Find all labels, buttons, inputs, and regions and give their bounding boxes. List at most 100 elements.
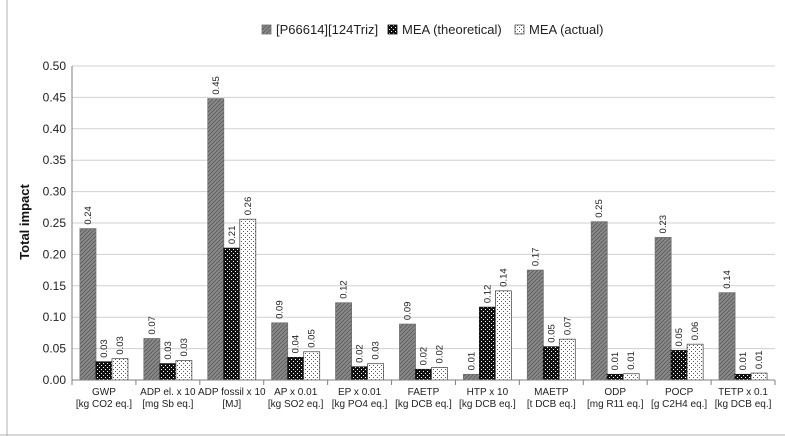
bar-mea-theoretical-2 [223,247,241,381]
data-label: 0.05 [546,324,557,343]
bar-mea-actual-7 [558,338,576,381]
bar-mea-actual-0 [111,358,129,381]
bar-mea-theoretical-7 [542,346,560,381]
bar-mea-theoretical-5 [415,368,432,381]
data-label: 0.09 [403,302,414,321]
data-label: 0.25 [594,199,605,218]
y-tick-label: 0.00 [43,373,67,387]
bar-p66614-124triz-5 [399,323,416,381]
data-label: 0.14 [498,268,509,286]
y-tick-label: 0.40 [43,122,67,136]
bar-mea-theoretical-9 [670,350,688,381]
y-tick-label: 0.45 [43,90,67,104]
x-tick-label: [kg DCB eq.] [395,399,452,410]
y-tick-label: 0.10 [43,310,67,324]
bar-p66614-124triz-0 [79,228,97,381]
bar-p66614-124triz-6 [463,373,480,381]
x-tick-label: [t DCB eq.] [527,399,576,410]
bar-p66614-124triz-3 [271,322,289,381]
bar-p66614-124triz-7 [526,269,544,381]
data-label: 0.45 [211,76,222,95]
data-label: 0.05 [674,328,685,347]
data-label: 0.12 [339,280,350,299]
y-tick-label: 0.15 [43,279,67,293]
x-tick-label: HTP x 10 [467,387,509,398]
data-label: 0.02 [355,344,366,363]
bar-p66614-124triz-4 [335,302,352,381]
x-tick-label: FAETP [408,387,440,398]
x-tick-label: ODP [604,387,626,398]
bar-mea-theoretical-1 [159,363,177,381]
bar-mea-theoretical-0 [95,361,113,381]
legend-label: MEA (actual) [529,22,603,37]
bar-mea-actual-3 [303,351,321,381]
bar-mea-actual-5 [431,367,448,381]
data-label: 0.05 [307,329,318,348]
data-label: 0.01 [466,352,477,371]
data-label: 0.14 [722,270,733,289]
data-label: 0.03 [371,341,382,360]
bar-p66614-124triz-9 [654,237,672,381]
x-tick-label: [g C2H4 eq.] [651,399,707,410]
bar-mea-theoretical-8 [606,373,624,381]
x-tick-label: [kg CO2 eq.] [76,399,132,410]
legend-swatch [514,24,525,35]
bar-p66614-124triz-8 [590,221,608,381]
x-tick-label: AP x 0.01 [274,387,318,398]
x-tick-label: MAETP [534,387,569,398]
data-label: 0.03 [115,336,126,355]
y-tick-label: 0.20 [43,247,67,261]
bar-mea-actual-2 [239,218,257,381]
data-label: 0.06 [690,322,701,341]
data-label: 0.07 [147,316,158,335]
legend-swatch [387,24,398,35]
data-label: 0.21 [227,226,238,245]
data-label: 0.04 [291,335,302,354]
data-label: 0.03 [163,341,174,360]
data-label: 0.17 [530,248,541,267]
bar-mea-actual-6 [495,290,512,381]
y-axis: 0.00 0.05 0.10 0.15 0.20 0.25 0.30 0.35 0.40 0.45… [43,59,73,387]
bar-mea-actual-4 [367,363,384,381]
bar-mea-actual-8 [622,373,640,381]
y-tick-label: 0.25 [43,216,67,230]
data-label: 0.23 [658,215,669,234]
bar-mea-theoretical-3 [287,356,305,381]
y-tick-label: 0.30 [43,185,67,199]
bar-mea-actual-10 [750,372,768,381]
x-tick-label: [kg SO2 eq.] [268,399,324,410]
y-tick-label: 0.35 [43,153,67,167]
data-label: 0.02 [435,345,446,364]
legend-label: MEA (theoretical) [402,22,502,37]
data-label: 0.09 [275,300,286,319]
data-label: 0.03 [99,339,110,358]
bar-p66614-124triz-10 [718,292,736,381]
gridlines [72,65,775,350]
bars [79,98,768,381]
y-tick-label: 0.50 [43,59,67,73]
x-tick-label: [kg PO4 eq.] [332,399,388,410]
x-tick-label: EP x 0.01 [338,387,382,398]
x-axis: GWP[kg CO2 eq.] ADP el. x 10[mg Sb eq.] AD… [71,379,776,410]
bar-mea-actual-1 [175,360,193,381]
x-tick-label: [kg DCB eq.] [459,399,516,410]
data-label: 0.12 [482,285,493,304]
x-tick-label: TETP x 0.1 [718,387,768,398]
x-tick-label: [kg DCB eq.] [715,399,772,410]
bar-mea-theoretical-10 [734,373,752,381]
data-label: 0.24 [83,206,94,225]
x-tick-label: [MJ] [222,399,241,410]
bar-mea-theoretical-4 [351,366,368,381]
data-label: 0.03 [179,338,190,357]
y-axis-label: Total impact [17,184,32,260]
data-label: 0.07 [562,317,573,336]
bar-mea-theoretical-6 [479,306,496,381]
data-label: 0.01 [754,351,765,370]
x-tick-label: GWP [92,387,116,398]
x-tick-label: [mg Sb eq.] [142,399,193,410]
bar-p66614-124triz-1 [143,338,161,381]
legend-label: [P66614][124Triz] [276,22,378,37]
x-tick-label: ADP fossil x 10 [198,387,266,398]
data-label: 0.01 [610,352,621,371]
